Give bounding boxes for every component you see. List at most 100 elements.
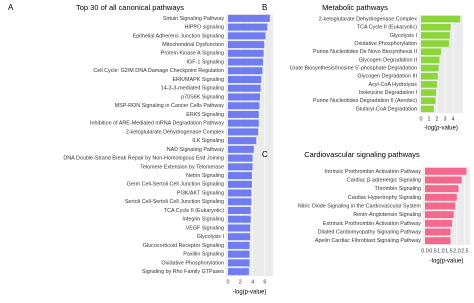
- y-tick-label: Oxidative Phosphorylation: [161, 260, 224, 266]
- y-tick-label: NAD Signaling Pathway: [167, 147, 225, 153]
- y-tick-label: Signaling by Rho Family GTPases: [142, 269, 224, 275]
- plot-background: [419, 15, 463, 113]
- y-tick-label: Isoleucine Degradation I: [359, 90, 417, 96]
- y-tick-label: 2-ketoglutarate Dehydrogenase Complex: [126, 129, 225, 135]
- bar: [228, 180, 252, 188]
- y-tick-label: VEGF Signaling: [186, 225, 224, 231]
- bar: [228, 198, 252, 206]
- x-tick-label: 2: [239, 279, 242, 285]
- x-axis-title: -log(p-value): [233, 290, 267, 296]
- y-tick-label: ERK5 Signaling: [186, 112, 224, 118]
- y-tick-label: IGF-1 Signaling: [187, 59, 224, 65]
- bar: [228, 58, 264, 66]
- bar: [228, 163, 253, 171]
- x-tick-label: 4: [452, 116, 455, 122]
- y-tick-label: Sirtuin Signaling Pathway: [163, 16, 224, 22]
- y-tick-label: TCA Cycle II (Eukaryotic): [164, 208, 224, 214]
- bar: [228, 259, 250, 267]
- bar: [228, 119, 259, 127]
- x-tick-label: 2.0: [453, 248, 461, 254]
- bar: [228, 110, 259, 118]
- y-tick-label: Integrin Signaling: [182, 217, 224, 223]
- y-tick-label: Glycolysis I: [197, 234, 224, 240]
- x-tick-label: 0: [420, 116, 423, 122]
- y-tick-label: Thrombin Signaling: [375, 186, 421, 192]
- y-tick-label: Epithelial Adherens Junction Signaling: [133, 33, 224, 39]
- bar: [425, 185, 459, 193]
- panel-label: B: [262, 3, 267, 12]
- bar: [421, 40, 449, 47]
- y-tick-label: Inhibition of ARE-Mediated mRNA Degradat…: [90, 121, 224, 127]
- bar: [421, 81, 437, 88]
- y-tick-label: Renin-Angiotensin Signaling: [353, 212, 421, 218]
- y-tick-label: Nitric Oxide Signaling in the Cardiovasc…: [298, 203, 422, 209]
- x-axis-title: -log(p-value): [430, 259, 464, 265]
- bar: [421, 97, 436, 105]
- panel-label: C: [262, 150, 268, 159]
- plot-background: [226, 14, 273, 276]
- bar: [425, 176, 462, 184]
- y-tick-label: 2-ketoglutarate Dehydrogenase Complex: [319, 17, 418, 23]
- x-tick-label: 4: [251, 279, 254, 285]
- bar: [228, 172, 252, 180]
- bar: [228, 128, 259, 136]
- panel-label: A: [8, 3, 14, 12]
- bar: [228, 84, 261, 92]
- y-tick-label: Dilated Cardiomyopathy Signaling Pathway: [318, 229, 422, 235]
- y-tick-label: Mitochondrial Dysfunction: [162, 42, 224, 48]
- y-tick-label: Purine Nucleotides De Novo Biosynthesis …: [313, 49, 417, 55]
- bar: [421, 56, 440, 64]
- x-tick-label: 1: [428, 116, 431, 122]
- chart-title: Metabolic pathways: [322, 3, 388, 12]
- bar: [228, 23, 268, 31]
- x-tick-label: 1.5: [445, 248, 453, 254]
- y-tick-label: ILK Signaling: [192, 138, 224, 144]
- bar: [228, 76, 262, 83]
- bar: [228, 268, 249, 276]
- y-tick-label: Extrinsic Prothrombin Activation Pathway: [323, 221, 421, 227]
- bar: [228, 189, 252, 197]
- y-tick-label: Intrinsic Prothrombin Activation Pathway: [325, 169, 421, 175]
- bar: [421, 64, 439, 72]
- x-tick-label: 6: [263, 279, 266, 285]
- y-tick-label: Netrin Signaling: [186, 173, 224, 179]
- bar: [228, 241, 250, 249]
- y-tick-label: Sertoli Cell-Sertoli Cell Junction Signa…: [125, 199, 224, 205]
- bar: [228, 207, 251, 214]
- bar: [421, 23, 451, 31]
- bar: [228, 215, 251, 223]
- y-tick-label: Purine Nucleotides Degradation II (Aerob…: [313, 98, 417, 104]
- x-axis-title: -log(p-value): [424, 126, 458, 132]
- bar: [228, 32, 266, 40]
- bar: [228, 67, 263, 75]
- y-tick-label: Cardiac Hypertrophy Signaling: [348, 195, 421, 201]
- bar: [425, 211, 454, 219]
- y-tick-label: Cardiac β-adrenergic Signaling: [347, 177, 421, 183]
- x-tick-label: 2.5: [461, 248, 469, 254]
- bar: [425, 202, 456, 210]
- bar: [228, 14, 270, 22]
- y-tick-label: Germ Cell-Sertoli Cell Junction Signalin…: [127, 182, 224, 188]
- bar: [228, 49, 264, 57]
- bar: [228, 224, 251, 232]
- y-tick-label: Oxidative Phosphorylation: [354, 41, 417, 47]
- bar: [228, 137, 257, 145]
- bar: [425, 167, 467, 175]
- x-tick-label: 3: [444, 116, 447, 122]
- y-tick-label: Acyl-CoA Hydrolysis: [368, 82, 417, 88]
- y-tick-label: p70S6K Signaling: [181, 94, 224, 100]
- y-tick-label: Protein Kinase A Signaling: [161, 51, 224, 57]
- bar: [421, 105, 434, 113]
- bar: [228, 250, 250, 258]
- y-tick-label: DNA Double-Strand Break Repair by Non-Ho…: [63, 156, 224, 162]
- bar: [228, 41, 265, 49]
- y-tick-label: Glycogen Degradation III: [357, 74, 417, 80]
- y-tick-label: TCA Cycle II (Eukaryotic): [357, 25, 417, 31]
- bar: [421, 89, 437, 96]
- x-tick-label: 2: [436, 116, 439, 122]
- y-tick-label: Glutaryl-CoA Degradation: [356, 106, 417, 112]
- bar: [425, 219, 453, 227]
- chart-title: Top 30 of all canonical pathways: [76, 3, 184, 12]
- bar: [421, 32, 450, 39]
